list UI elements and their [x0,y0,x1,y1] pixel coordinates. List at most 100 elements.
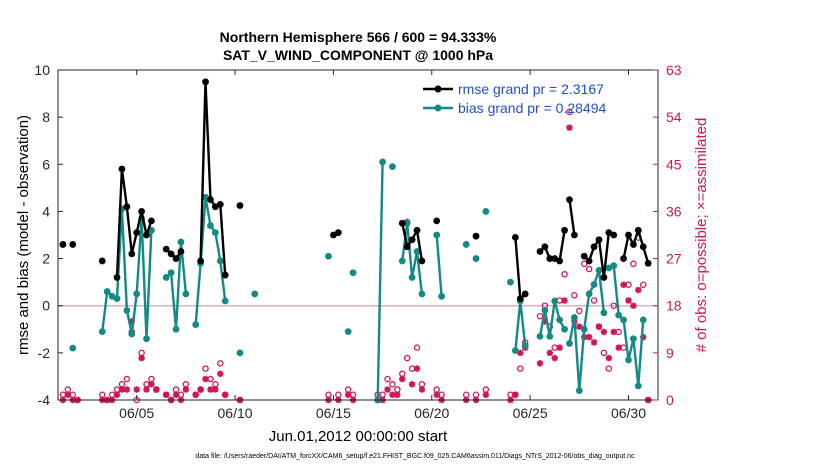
obs-assimilated-stroke [600,328,607,335]
bias-point [575,387,583,394]
obs-assimilated-marker [217,370,224,378]
obs-assimilated-stroke [163,391,170,398]
rmse-point [202,78,209,86]
obs-assimilated-marker [408,381,416,388]
rmse-point [128,250,136,258]
bias-line-segment [115,207,153,340]
obs-assimilated-stroke [482,391,489,398]
obs-possible-marker [517,365,524,372]
obs-assimilated-stroke [173,391,179,398]
bias-point [379,158,386,166]
y2-tick-label: 36 [666,203,682,219]
bias-point [639,316,647,324]
bias-point [462,241,470,248]
obs-possible-marker [585,265,593,273]
y2-tick-label: 0 [666,392,674,408]
bias-point [615,311,623,319]
obs-assimilated-marker [585,333,593,341]
y-tick-label: -2 [38,345,51,361]
rmse-point [118,165,126,173]
y2-tick-label: 9 [666,345,674,361]
bias-point [236,349,244,357]
rmse-point [59,241,67,248]
bias-point [167,269,175,277]
obs-assimilated-stroke [182,386,189,393]
bias-point [546,332,554,340]
obs-assimilated-marker [182,386,190,393]
obs-possible-marker [217,360,224,367]
bias-point [418,290,426,298]
rmse-point [561,226,568,234]
rmse-point [556,257,564,265]
legend-rmse-label: rmse grand pr = 2.3167 [458,81,604,97]
obs-assimilated-marker [344,391,352,398]
bias-point [536,332,544,340]
bias-point [600,309,608,317]
rmse-point [413,226,421,234]
obs-assimilated-stroke [630,302,637,309]
y-tick-label: 6 [42,156,50,172]
obs-assimilated-stroke [222,391,229,398]
bias-point [408,274,416,281]
legend: rmse grand pr = 2.3167 bias grand pr = 0… [423,81,606,116]
obs-assimilated-stroke [586,334,593,341]
obs-assimilated-stroke [207,386,214,393]
obs-assimilated-stroke [143,386,150,393]
obs-assimilated-stroke [384,386,391,393]
obs-possible-marker [580,260,588,268]
bias-point [389,163,396,171]
rmse-point [625,231,632,239]
bias-point [172,325,180,333]
obs-assimilated-stroke [625,297,632,304]
bias-point [630,335,637,343]
rmse-point [69,241,77,248]
obs-assimilated-marker [162,391,170,398]
rmse-point [585,257,593,265]
obs-assimilated-stroke [433,391,440,398]
rmse-point [133,229,141,237]
rmse-point [221,271,229,279]
rmse-point [172,255,180,262]
rmse-point [546,255,554,262]
bias-point [433,231,441,239]
obs-assimilated-stroke [556,344,563,351]
bias-point [570,314,578,321]
y-tick-label: 4 [42,203,50,219]
rmse-line-segment [199,80,227,276]
bias-point [551,297,559,305]
obs-possible-marker [403,354,411,362]
rmse-point [620,255,627,262]
obs-assimilated-marker [556,344,563,351]
bias-point [511,347,519,354]
obs-assimilated-stroke [576,323,583,330]
obs-assimilated-stroke [148,381,155,388]
obs-assimilated-marker [143,386,150,393]
legend-rmse-marker [434,85,442,93]
obs-assimilated-marker [482,391,490,398]
obs-possible-marker [630,260,637,268]
rmse-point [634,226,642,234]
obs-assimilated-marker [610,328,617,336]
obs-assimilated-stroke [133,386,140,393]
bias-point [143,335,150,343]
bias-point [561,325,568,333]
x-tick-label: 06/10 [218,405,253,421]
obs-assimilated-stroke [512,391,519,398]
obs-assimilated-marker [433,391,440,398]
obs-assimilated-marker [536,360,544,367]
rmse-point [398,219,406,227]
obs-assimilated-stroke [123,386,130,393]
obs-assimilated-stroke [610,328,617,335]
obs-assimilated-marker [202,375,209,383]
obs-assimilated-marker [546,349,554,357]
bias-point [521,342,529,350]
bias-point [251,290,259,298]
bias-point [580,325,588,333]
obs-assimilated-marker [113,391,121,398]
obs-assimilated-stroke [591,339,598,346]
obs-assimilated-marker [576,323,583,330]
y-tick-label: 10 [34,62,50,78]
rmse-point [610,231,618,239]
obs-possible-marker [605,365,613,372]
obs-possible-marker [610,302,617,309]
